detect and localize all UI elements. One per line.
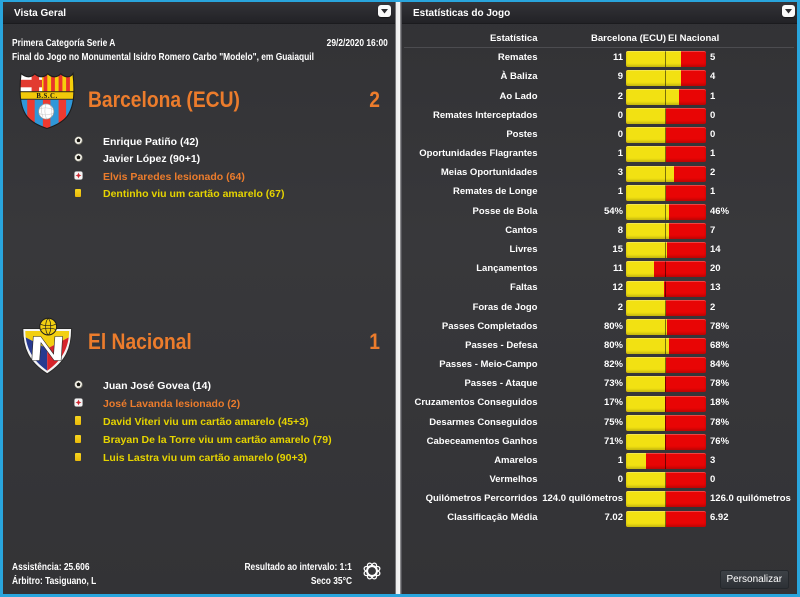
svg-text:B.S.C.: B.S.C. [36, 93, 57, 100]
